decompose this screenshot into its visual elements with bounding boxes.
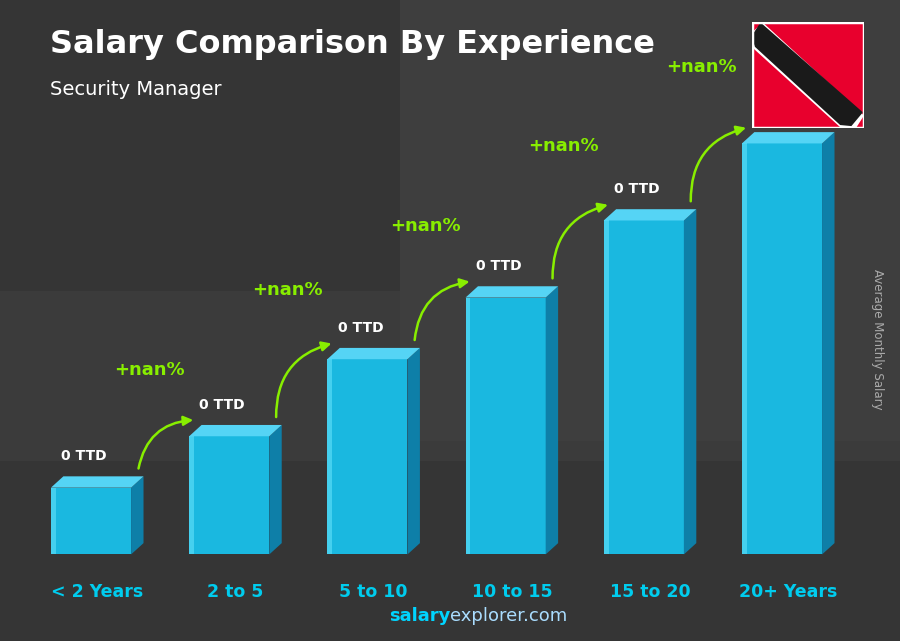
Polygon shape bbox=[465, 287, 558, 297]
Polygon shape bbox=[269, 425, 282, 554]
Polygon shape bbox=[51, 488, 56, 554]
Polygon shape bbox=[752, 22, 863, 126]
Text: +nan%: +nan% bbox=[252, 281, 322, 299]
Polygon shape bbox=[742, 132, 834, 144]
Text: 15 to 20: 15 to 20 bbox=[609, 583, 690, 601]
Polygon shape bbox=[328, 359, 332, 554]
Text: 0 TTD: 0 TTD bbox=[476, 260, 521, 274]
Text: 0 TTD: 0 TTD bbox=[200, 398, 245, 412]
Text: 0 TTD: 0 TTD bbox=[338, 321, 383, 335]
Text: Security Manager: Security Manager bbox=[50, 80, 221, 99]
Text: 5 to 10: 5 to 10 bbox=[339, 583, 408, 601]
Text: Salary Comparison By Experience: Salary Comparison By Experience bbox=[50, 29, 654, 60]
Polygon shape bbox=[684, 209, 697, 554]
Text: 0 TTD: 0 TTD bbox=[752, 105, 798, 119]
Polygon shape bbox=[752, 22, 864, 128]
Text: explorer.com: explorer.com bbox=[450, 607, 567, 625]
Text: 0 TTD: 0 TTD bbox=[61, 449, 107, 463]
Text: Average Monthly Salary: Average Monthly Salary bbox=[871, 269, 884, 410]
Polygon shape bbox=[51, 488, 131, 554]
Text: 0 TTD: 0 TTD bbox=[614, 182, 660, 196]
Polygon shape bbox=[822, 132, 834, 554]
Text: 20+ Years: 20+ Years bbox=[739, 583, 837, 601]
Bar bbox=[0, 461, 900, 641]
Text: 10 to 15: 10 to 15 bbox=[472, 583, 552, 601]
Text: +nan%: +nan% bbox=[667, 58, 737, 76]
Text: 2 to 5: 2 to 5 bbox=[207, 583, 264, 601]
Polygon shape bbox=[189, 425, 282, 437]
Polygon shape bbox=[408, 348, 420, 554]
Text: +nan%: +nan% bbox=[390, 217, 461, 235]
Polygon shape bbox=[545, 287, 558, 554]
Text: +nan%: +nan% bbox=[113, 361, 184, 379]
Text: +nan%: +nan% bbox=[528, 137, 599, 155]
Polygon shape bbox=[604, 209, 697, 221]
Polygon shape bbox=[328, 359, 408, 554]
Polygon shape bbox=[328, 348, 420, 359]
Polygon shape bbox=[465, 297, 545, 554]
Polygon shape bbox=[51, 476, 143, 488]
Polygon shape bbox=[189, 437, 269, 554]
Polygon shape bbox=[742, 144, 822, 554]
Polygon shape bbox=[189, 437, 194, 554]
Polygon shape bbox=[742, 144, 747, 554]
Polygon shape bbox=[604, 221, 684, 554]
Polygon shape bbox=[131, 476, 143, 554]
Polygon shape bbox=[465, 297, 471, 554]
Polygon shape bbox=[604, 221, 608, 554]
Text: salary: salary bbox=[389, 607, 450, 625]
Bar bbox=[0, 0, 400, 291]
Bar bbox=[400, 0, 900, 441]
Text: < 2 Years: < 2 Years bbox=[51, 583, 143, 601]
